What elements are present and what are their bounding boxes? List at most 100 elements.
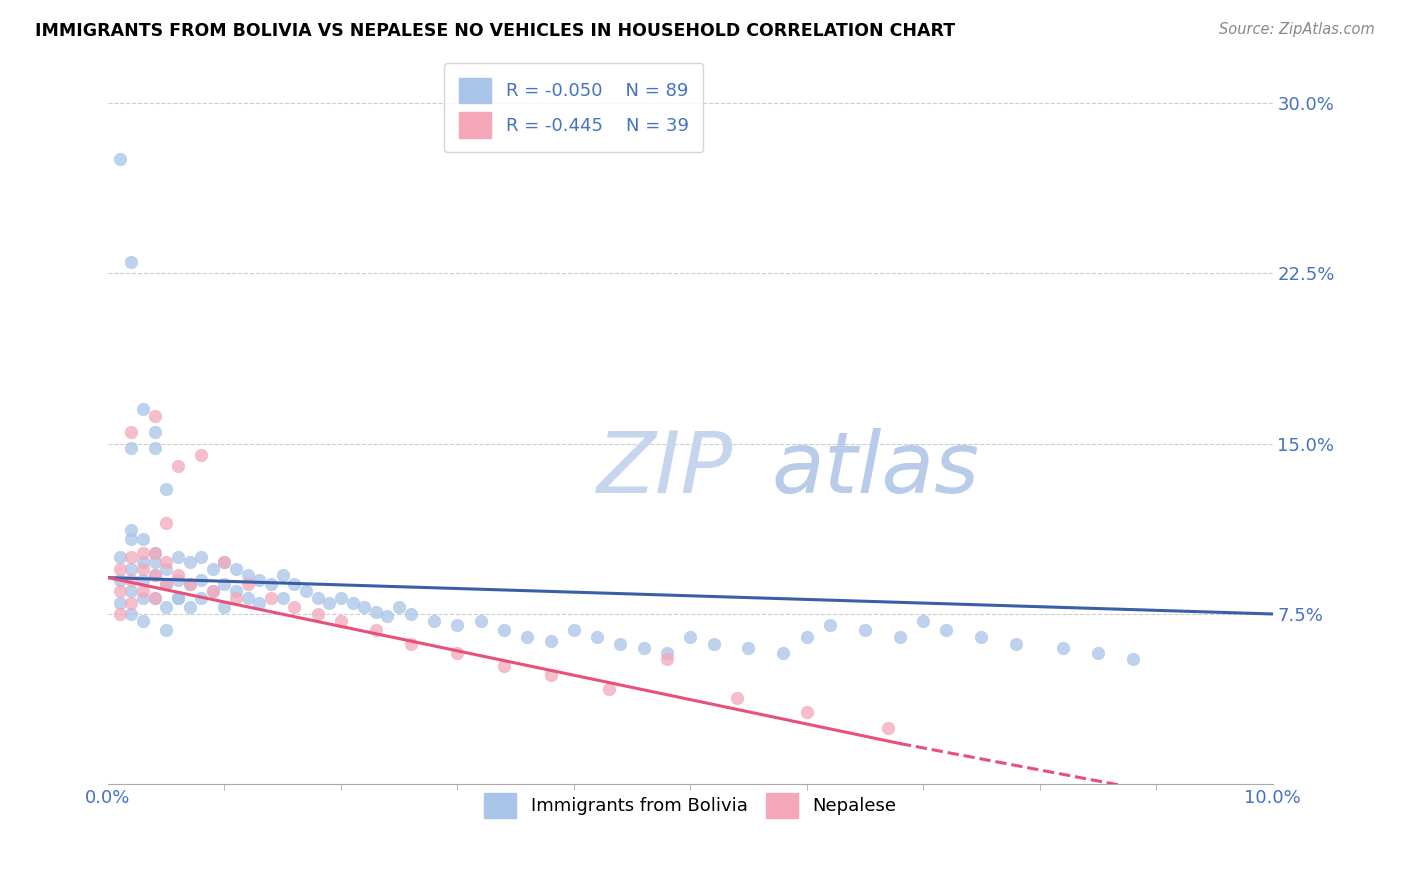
Point [342,596,364,610]
Point [388,600,411,615]
Point [492,623,515,637]
Point [108,596,131,610]
Point [516,630,538,644]
Point [214,577,236,591]
Point [167,591,190,605]
Point [225,591,247,605]
Point [120,573,142,587]
Point [155,577,177,591]
Point [540,668,562,682]
Point [247,573,270,587]
Point [877,721,900,735]
Point [260,591,283,605]
Point [143,441,166,455]
Point [108,153,131,167]
Point [108,550,131,565]
Point [120,425,142,439]
Point [470,614,492,628]
Point [446,618,468,632]
Point [364,623,387,637]
Point [214,555,236,569]
Point [633,641,655,656]
Point [143,568,166,582]
Point [120,561,142,575]
Point [935,623,957,637]
Point [540,634,562,648]
Point [889,630,911,644]
Point [260,577,283,591]
Point [225,584,247,599]
Point [236,568,259,582]
Point [609,636,631,650]
Point [818,618,841,632]
Point [329,591,352,605]
Text: ZIP: ZIP [598,428,734,511]
Point [271,591,294,605]
Point [120,523,142,537]
Point [132,555,155,569]
Point [132,561,155,575]
Point [737,641,759,656]
Point [179,577,201,591]
Point [167,591,190,605]
Point [108,584,131,599]
Point [120,550,142,565]
Point [970,630,993,644]
Point [143,409,166,424]
Point [120,607,142,621]
Point [399,636,422,650]
Point [120,532,142,546]
Point [225,561,247,575]
Point [167,550,190,565]
Point [725,691,748,706]
Point [132,546,155,560]
Point [190,591,212,605]
Point [353,600,375,615]
Point [853,623,876,637]
Point [679,630,702,644]
Point [108,573,131,587]
Point [772,646,794,660]
Point [143,591,166,605]
Point [423,614,446,628]
Point [236,577,259,591]
Point [214,555,236,569]
Point [307,591,329,605]
Point [179,577,201,591]
Point [283,577,305,591]
Point [201,584,224,599]
Point [167,568,190,582]
Point [143,425,166,439]
Point [155,561,177,575]
Point [247,596,270,610]
Point [132,402,155,417]
Point [703,636,725,650]
Point [155,516,177,530]
Point [377,609,399,624]
Point [155,482,177,496]
Point [318,596,340,610]
Point [912,614,935,628]
Point [364,605,387,619]
Point [120,584,142,599]
Point [167,573,190,587]
Point [120,441,142,455]
Point [167,459,190,474]
Text: IMMIGRANTS FROM BOLIVIA VS NEPALESE NO VEHICLES IN HOUSEHOLD CORRELATION CHART: IMMIGRANTS FROM BOLIVIA VS NEPALESE NO V… [35,22,955,40]
Point [562,623,585,637]
Point [598,681,620,696]
Point [179,600,201,615]
Point [155,555,177,569]
Point [143,591,166,605]
Point [399,607,422,621]
Point [155,577,177,591]
Point [155,600,177,615]
Text: atlas: atlas [772,428,980,511]
Point [143,546,166,560]
Point [201,584,224,599]
Point [236,591,259,605]
Point [143,568,166,582]
Point [108,561,131,575]
Point [329,614,352,628]
Point [120,254,142,268]
